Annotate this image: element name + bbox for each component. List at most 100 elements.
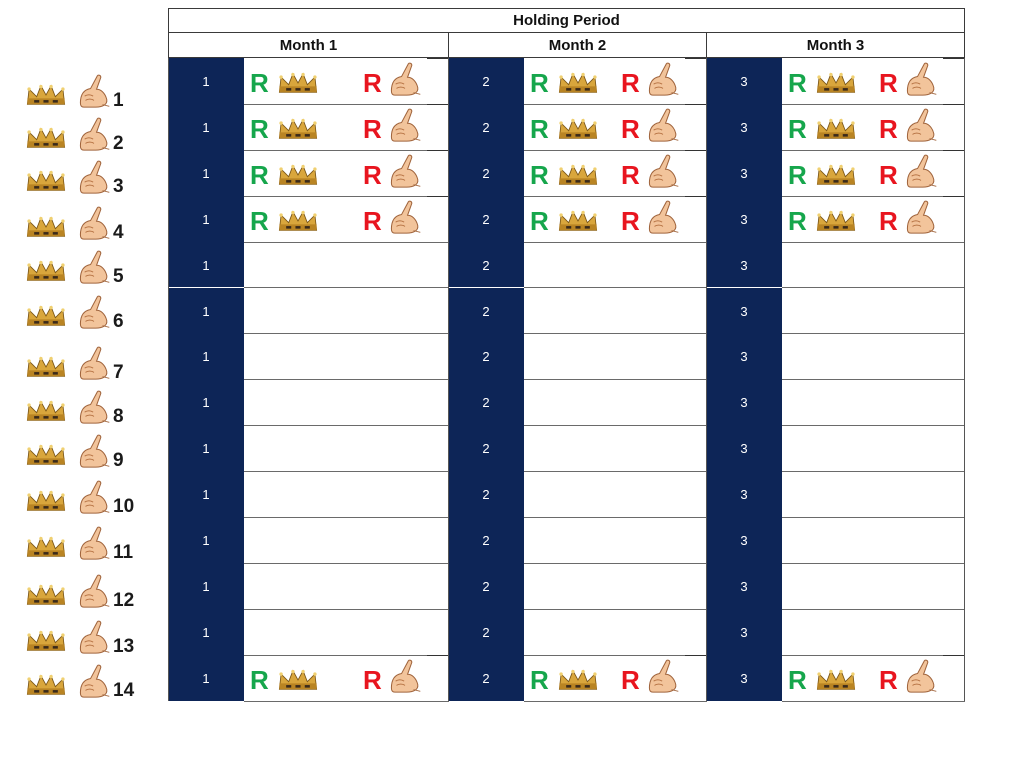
month-index-cell: 3 <box>706 103 782 150</box>
hand-icon <box>903 659 939 698</box>
month-index-cell: 2 <box>448 608 524 655</box>
hand-icon <box>76 346 112 385</box>
hand-icon <box>76 295 112 334</box>
buy-marker: R <box>788 113 807 144</box>
hand-icon <box>387 108 423 147</box>
month-index-cell: 1 <box>168 149 244 196</box>
holding-period-table: Holding Period Month 1 Month 2 Month 3 1… <box>168 8 965 702</box>
crown-icon <box>22 260 70 287</box>
crown-icon <box>274 164 322 191</box>
holding-cell <box>524 471 707 518</box>
legend-row: 8 <box>18 386 158 426</box>
buy-marker: R <box>530 664 549 695</box>
column-divider <box>448 58 449 701</box>
month-index-cell: 3 <box>706 149 782 196</box>
row-underline <box>943 149 965 151</box>
month-index-cell: 1 <box>168 471 244 517</box>
buy-marker: R <box>788 68 807 98</box>
month-index-cell: 3 <box>706 471 782 517</box>
month-index-cell: 1 <box>168 379 244 426</box>
crown-icon <box>274 669 322 696</box>
holding-cell <box>782 563 965 610</box>
crown-icon <box>812 669 860 696</box>
crown-icon <box>812 210 860 237</box>
row-number: 7 <box>113 362 124 383</box>
month-index-cell: 3 <box>706 241 782 288</box>
month-index-cell: 3 <box>706 517 782 563</box>
month-1-header: Month 1 <box>168 32 449 58</box>
crown-icon <box>22 444 70 471</box>
month-index-cell: 1 <box>168 562 244 609</box>
crown-icon <box>274 210 322 237</box>
hand-icon <box>387 200 423 239</box>
month-index-cell: 3 <box>706 379 782 426</box>
month-index-cell: 3 <box>706 425 782 472</box>
crown-icon <box>22 84 70 111</box>
sell-marker: R <box>621 664 640 695</box>
holding-cell <box>524 288 707 335</box>
month-index-cell: 2 <box>448 379 524 426</box>
holding-cell <box>244 609 449 656</box>
month-index-cell: 2 <box>448 654 524 701</box>
row-number: 2 <box>113 133 124 154</box>
month-2-header: Month 2 <box>448 32 707 58</box>
sell-marker: R <box>621 68 640 98</box>
row-underline <box>685 195 707 197</box>
crown-icon <box>274 72 322 99</box>
row-underline <box>685 58 707 59</box>
holding-cell <box>244 242 449 289</box>
month-index-cell: 1 <box>168 287 244 334</box>
row-legend-column: 1 2 3 4 5 6 7 8 9 10 11 12 13 14 <box>0 0 160 768</box>
row-underline <box>685 654 707 656</box>
crown-icon <box>22 216 70 243</box>
crown-icon <box>22 305 70 332</box>
month-index-cell: 1 <box>168 608 244 655</box>
hand-icon <box>76 574 112 613</box>
holding-cell <box>244 471 449 518</box>
hand-icon <box>76 526 112 565</box>
row-underline <box>427 103 449 105</box>
crown-icon <box>554 72 602 99</box>
hand-icon <box>903 154 939 193</box>
buy-marker: R <box>788 159 807 190</box>
hand-icon <box>76 117 112 156</box>
month-index-cell: 2 <box>448 241 524 288</box>
buy-marker: R <box>250 159 269 190</box>
hand-icon <box>645 154 681 193</box>
crown-icon <box>22 536 70 563</box>
holding-cell <box>244 288 449 335</box>
buy-marker: R <box>250 68 269 98</box>
row-underline <box>943 58 965 59</box>
month-index-cell: 3 <box>706 287 782 334</box>
sell-marker: R <box>363 113 382 144</box>
hand-icon <box>76 620 112 659</box>
hand-icon <box>76 664 112 703</box>
buy-marker: R <box>530 159 549 190</box>
row-number: 5 <box>113 266 124 287</box>
holding-cell <box>524 242 707 289</box>
row-underline <box>943 103 965 105</box>
sell-marker: R <box>363 68 382 98</box>
crown-icon <box>554 669 602 696</box>
holding-cell <box>782 379 965 427</box>
month-index-cell: 1 <box>168 333 244 380</box>
month-index-cell: 2 <box>448 333 524 380</box>
buy-marker: R <box>530 205 549 236</box>
row-underline <box>685 103 707 105</box>
legend-row: 14 <box>18 660 158 700</box>
buy-marker: R <box>530 113 549 144</box>
buy-marker: R <box>530 68 549 98</box>
legend-row: 11 <box>18 522 158 562</box>
crown-icon <box>554 210 602 237</box>
hand-icon <box>76 250 112 289</box>
crown-icon <box>22 674 70 701</box>
hand-icon <box>76 74 112 113</box>
hand-icon <box>76 390 112 429</box>
holding-cell <box>782 609 965 656</box>
